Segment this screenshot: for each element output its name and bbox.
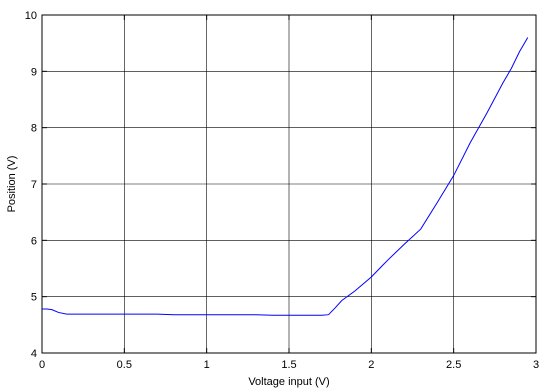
series-line [42,37,529,316]
y-tick-label: 5 [31,292,37,304]
x-tick-label: 2.5 [446,359,461,371]
x-tick-label: 0 [39,359,45,371]
x-tick-label: 0.5 [117,359,132,371]
grid-lines [42,15,536,353]
y-axis-label: Position (V) [6,156,18,213]
x-axis-label: Voltage input (V) [248,376,329,388]
y-tick-label: 7 [31,179,37,191]
y-tick-label: 6 [31,235,37,247]
x-tick-label: 1 [204,359,210,371]
y-tick-label: 8 [31,123,37,135]
x-tick-labels: 0 0.5 1 1.5 2 2.5 3 [39,359,539,371]
x-tick-label: 3 [533,359,539,371]
plot-frame [41,14,537,354]
y-tick-label: 4 [31,348,37,360]
x-tick-label: 2 [368,359,374,371]
y-tick-labels: 4 5 6 7 8 9 10 [25,10,37,360]
y-tick-label: 10 [25,10,37,22]
x-tick-label: 1.5 [281,359,296,371]
y-tick-label: 9 [31,66,37,78]
